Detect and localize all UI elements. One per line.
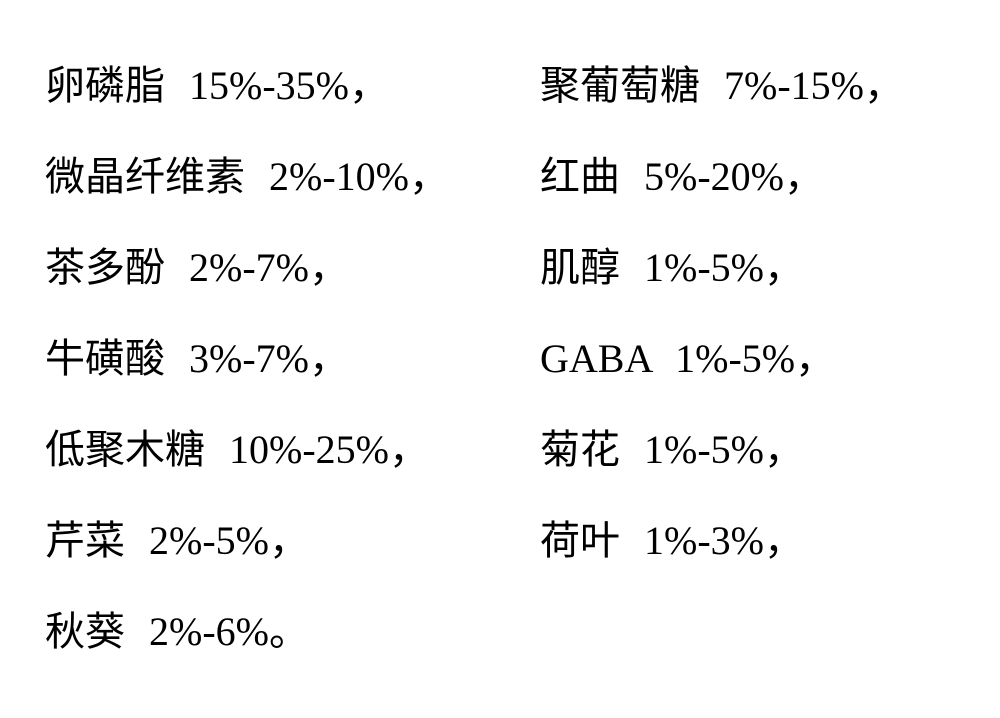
table-row: 红曲 5%-20%， [540,151,970,203]
ingredient-name: GABA [540,336,651,381]
table-row: 菊花 1%-5%， [540,424,970,476]
ingredient-name: 微晶纤维素 [45,154,245,199]
ingredient-name: 卵磷脂 [45,63,165,108]
ingredient-list: 卵磷脂 15%-35%， 聚葡萄糖 7%-15%， 微晶纤维素 2%-10%， … [0,0,1000,718]
table-row: 秋葵 2%-6%。 [45,606,540,658]
table-row: 芹菜 2%-5%， [45,515,540,567]
suffix-comma: ， [764,245,804,290]
ingredient-name: 秋葵 [45,609,125,654]
suffix-comma: ， [764,427,804,472]
suffix-comma: ， [784,154,824,199]
suffix-period: 。 [269,609,309,654]
ingredient-range: 2%-6% [149,609,269,654]
suffix-comma: ， [409,154,449,199]
suffix-comma: ， [309,336,349,381]
table-row: GABA 1%-5%， [540,333,970,385]
ingredient-range: 2%-10% [269,154,409,199]
ingredient-name: 牛磺酸 [45,336,165,381]
table-row: 牛磺酸 3%-7%， [45,333,540,385]
ingredient-name: 肌醇 [540,245,620,290]
suffix-comma: ， [269,518,309,563]
table-row: 肌醇 1%-5%， [540,242,970,294]
ingredient-name: 菊花 [540,427,620,472]
suffix-comma: ， [764,518,804,563]
ingredient-name: 低聚木糖 [45,427,205,472]
ingredient-range: 1%-3% [644,518,764,563]
ingredient-name: 聚葡萄糖 [540,63,700,108]
suffix-comma: ， [349,63,389,108]
suffix-comma: ， [795,336,835,381]
table-row: 茶多酚 2%-7%， [45,242,540,294]
ingredient-name: 芹菜 [45,518,125,563]
ingredient-range: 5%-20% [644,154,784,199]
suffix-comma: ， [389,427,429,472]
table-row: 荷叶 1%-3%， [540,515,970,567]
ingredient-range: 2%-5% [149,518,269,563]
ingredient-range: 7%-15% [724,63,864,108]
ingredient-name: 荷叶 [540,518,620,563]
ingredient-range: 1%-5% [644,427,764,472]
ingredient-range: 1%-5% [644,245,764,290]
suffix-comma: ， [309,245,349,290]
ingredient-range: 3%-7% [189,336,309,381]
ingredient-name: 茶多酚 [45,245,165,290]
table-row: 微晶纤维素 2%-10%， [45,151,540,203]
ingredient-range: 10%-25% [229,427,389,472]
suffix-comma: ， [864,63,904,108]
ingredient-range: 2%-7% [189,245,309,290]
table-row: 卵磷脂 15%-35%， [45,60,540,112]
table-row: 低聚木糖 10%-25%， [45,424,540,476]
table-row: 聚葡萄糖 7%-15%， [540,60,970,112]
ingredient-range: 1%-5% [675,336,795,381]
ingredient-range: 15%-35% [189,63,349,108]
ingredient-name: 红曲 [540,154,620,199]
